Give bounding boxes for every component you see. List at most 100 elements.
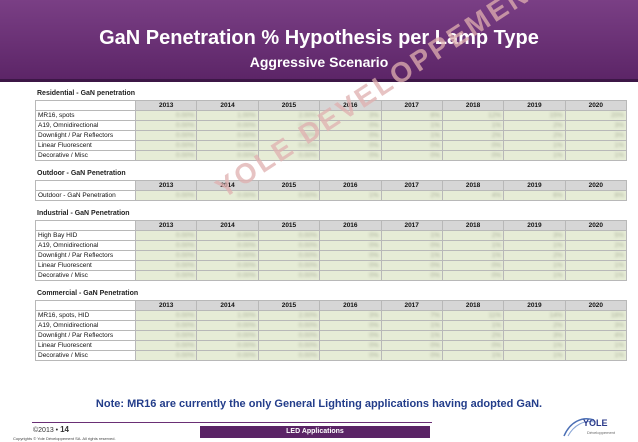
value-text: 1% [553, 342, 563, 349]
value-cell: 3% [564, 250, 628, 261]
value-text: 0% [430, 352, 440, 359]
value-text: 0.00% [237, 322, 256, 329]
value-cell: 1% [380, 320, 443, 331]
value-text: 0.00% [298, 142, 318, 149]
row-label: Linear Fluorescent [35, 140, 136, 151]
value-text: 3% [553, 332, 563, 339]
value-text: 1% [614, 342, 624, 349]
value-text: 0.00% [237, 232, 256, 239]
value-cell: 0% [380, 240, 443, 251]
row-label: MR16, spots, HID [35, 310, 136, 321]
value-cell: 0% [380, 140, 443, 151]
header-blank-cell [35, 100, 136, 111]
value-text: 1% [491, 242, 502, 249]
value-cell: 0.00% [196, 130, 259, 141]
value-cell: 1% [564, 350, 628, 361]
value-cell: 1% [564, 140, 628, 151]
value-cell: 0.00% [257, 320, 321, 331]
value-text: 8% [614, 192, 624, 199]
year-header-cell: 2016 [319, 300, 382, 311]
value-cell: 0% [441, 150, 505, 161]
value-text: 1% [430, 332, 440, 339]
value-text: 1.00% [237, 312, 256, 319]
value-text: 0% [491, 342, 502, 349]
value-cell: 2% [503, 120, 566, 131]
table-row: Linear Fluorescent 0.00% 0.00% 0.00% 0% 0% 0% 1… [35, 260, 628, 271]
value-text: 0.00% [298, 352, 318, 359]
row-label: Linear Fluorescent [35, 260, 136, 271]
value-cell: 1% [380, 130, 443, 141]
header-blank-cell [35, 180, 136, 191]
year-header-cell: 2017 [380, 100, 443, 111]
year-header-cell: 2013 [134, 220, 198, 231]
value-text: 0% [430, 272, 440, 279]
value-cell: 7% [380, 310, 443, 321]
value-cell: 14% [503, 310, 566, 321]
value-cell: 4% [441, 190, 505, 201]
value-cell: 2% [503, 320, 566, 331]
table-row: Downlight / Par Reflectors 0.00% 0.00% 0.00… [35, 130, 628, 141]
year-header-cell: 2013 [134, 180, 198, 191]
value-cell: 3% [564, 120, 628, 131]
table-row: Outdoor - GaN Penetration 0.00% 0.00% 0.00%… [35, 190, 628, 201]
value-text: 0.00% [237, 122, 256, 129]
value-text: 1% [553, 242, 563, 249]
value-text: 2% [430, 192, 440, 199]
value-text: 15% [549, 112, 563, 119]
year-header-cell: 2020 [564, 220, 628, 231]
year-header-cell: 2015 [257, 300, 321, 311]
value-text: 0.00% [298, 132, 318, 139]
value-cell: 0.00% [134, 140, 198, 151]
value-text: 1% [430, 252, 440, 259]
value-cell: 0.00% [196, 270, 259, 281]
value-text: 0.00% [237, 342, 256, 349]
table-row: Downlight / Par Reflectors 0.00% 0.00% 0.00… [35, 330, 628, 341]
value-text: 0% [369, 152, 379, 159]
year-header-row: 2013 2014 2015 2016 2017 2018 2019 2020 [35, 180, 628, 191]
section-gap [35, 161, 627, 168]
value-cell: 3% [503, 230, 566, 241]
value-cell: 1.00% [196, 310, 259, 321]
section-table: 2013 2014 2015 2016 2017 2018 2019 2020 MR16, sp… [35, 100, 628, 161]
value-cell: 8% [564, 190, 628, 201]
value-cell: 0.00% [257, 250, 321, 261]
value-cell: 2% [503, 130, 566, 141]
year-header-cell: 2020 [564, 180, 628, 191]
table-section: Industrial - GaN Penetration 2013 2014 2015… [35, 208, 628, 281]
year-header-cell: 2020 [564, 300, 628, 311]
value-text: 0.00% [175, 262, 195, 269]
value-cell: 1% [503, 350, 566, 361]
value-cell: 2.00% [257, 310, 321, 321]
row-label: Linear Fluorescent [35, 340, 136, 351]
value-cell: 0.00% [134, 270, 198, 281]
value-cell: 0.00% [196, 330, 259, 341]
table-row: A19, Omnidirectional 0.00% 0.00% 0.00% 0% 1% 1… [35, 120, 628, 131]
value-text: 2% [491, 332, 502, 339]
value-text: 0.00% [298, 242, 318, 249]
value-text: 0.00% [237, 142, 256, 149]
value-text: 0% [369, 242, 379, 249]
year-header-cell: 2013 [134, 100, 198, 111]
value-text: 0.00% [175, 322, 195, 329]
value-cell: 1% [503, 140, 566, 151]
value-cell: 0% [380, 340, 443, 351]
value-text: 6% [553, 192, 563, 199]
table-row: Downlight / Par Reflectors 0.00% 0.00% 0.00… [35, 250, 628, 261]
value-text: 0.00% [298, 232, 318, 239]
value-cell: 0% [380, 150, 443, 161]
year-header-cell: 2019 [503, 300, 566, 311]
value-cell: 0.00% [196, 260, 259, 271]
value-cell: 0.00% [134, 110, 198, 121]
value-cell: 0% [319, 250, 382, 261]
value-cell: 0% [319, 350, 382, 361]
value-cell: 0.00% [257, 260, 321, 271]
value-text: 11% [488, 312, 502, 319]
value-text: 1% [553, 272, 563, 279]
value-text: 1% [491, 322, 502, 329]
value-cell: 1% [380, 120, 443, 131]
value-text: 2.00% [298, 312, 318, 319]
value-cell: 6% [503, 190, 566, 201]
value-cell: 1% [380, 330, 443, 341]
value-text: 0.00% [175, 332, 195, 339]
year-header-cell: 2015 [257, 100, 321, 111]
